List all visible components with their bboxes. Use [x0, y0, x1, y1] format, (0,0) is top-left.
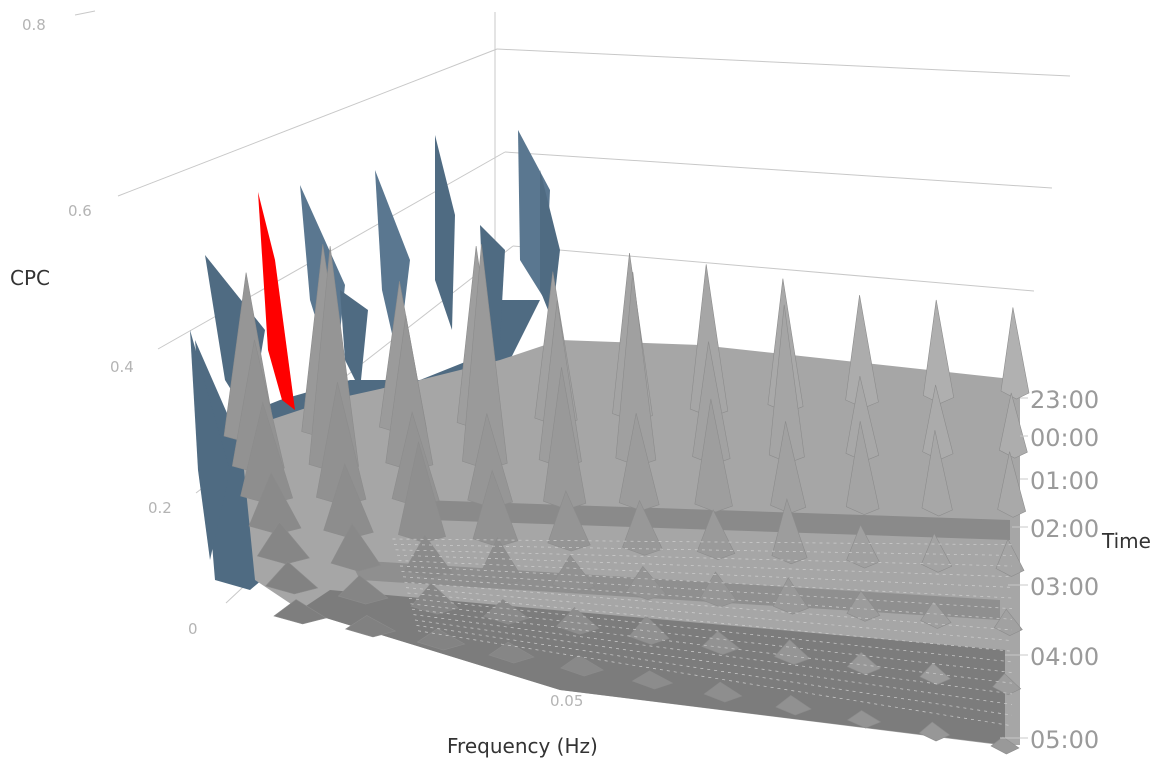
back-wall-peak-9 — [540, 170, 560, 320]
x-axis-title: Frequency (Hz) — [447, 734, 598, 758]
surface-spike-r4-c6 — [699, 571, 738, 608]
surface-contour-line-3 — [396, 554, 1013, 578]
time-tick-02: 02:00 — [1030, 515, 1099, 543]
surface-spike-r5-c0 — [265, 561, 319, 595]
surface-contour-line-12 — [410, 603, 1013, 673]
time-axis-ticks: 23:00 00:00 01:00 02:00 03:00 04:00 05:0… — [1000, 386, 1099, 754]
x-tick-0.05: 0.05 — [550, 692, 583, 710]
grid-z-0.6-left — [117, 48, 498, 197]
z-tick-0.6: 0.6 — [68, 202, 92, 220]
surface-spike-r2-c8 — [845, 421, 880, 515]
surface-contour-line-15 — [414, 619, 1013, 705]
surface-contour-line-4 — [398, 560, 1013, 588]
grid-z-0.8-left — [74, 10, 96, 16]
surface-spike-r2-c4 — [543, 367, 587, 510]
surface-spike-r2-c6 — [694, 398, 733, 513]
surface-shade-band-2 — [300, 590, 1005, 745]
surface-spike-r4-c5 — [625, 565, 667, 601]
back-wall-peak-1 — [190, 330, 230, 560]
z-axis-title: CPC — [10, 266, 50, 290]
grid-z-0.6-right — [496, 48, 1071, 77]
surface-spike-r3-c8 — [846, 524, 880, 569]
surface-contour-line-10 — [407, 592, 1013, 652]
surface-contour-line-9 — [405, 587, 1013, 641]
surface-spike-r3-c1 — [323, 462, 374, 539]
z-tick-0.4: 0.4 — [110, 358, 134, 376]
surface-spike-r4-c10 — [993, 608, 1023, 637]
surface-spike-r5-c10 — [992, 673, 1022, 696]
grid-z-0.4-right — [504, 151, 1053, 189]
surface-spike-r2-c5 — [618, 413, 660, 511]
surface-spike-r4-c4 — [551, 554, 596, 593]
surface-spike-r2-c10 — [997, 451, 1027, 518]
z-tick-0.2: 0.2 — [148, 499, 172, 517]
z-tick-0: 0 — [188, 620, 198, 638]
surface-spike-r3-c7 — [771, 498, 808, 565]
surface-spike-r6-c1 — [344, 615, 397, 638]
surface-spikes — [223, 244, 1030, 755]
z-axis-ticks: 0.8 0.6 0.4 0.2 0 — [22, 16, 198, 638]
surface-spike-r6-c5 — [631, 670, 674, 690]
surface-contour-line-16 — [416, 625, 1013, 716]
surface-spike-r3-c6 — [696, 509, 736, 560]
back-wall-peak-4 — [340, 290, 368, 390]
surface-spike-r4-c8 — [846, 590, 881, 622]
surface-spike-r5-c3 — [483, 599, 530, 625]
surface-spike-r6-c7 — [775, 695, 812, 716]
surface-spike-r4-c9 — [920, 600, 952, 629]
grid-z-0.2-right — [512, 245, 1035, 292]
surface-spike-r4-c3 — [478, 537, 524, 586]
z-tick-0.8: 0.8 — [22, 16, 46, 34]
surface-contour-line-1 — [393, 544, 1013, 556]
surface-spike-r0-c9 — [922, 299, 955, 404]
surface-spike-r6-c2 — [416, 628, 466, 651]
surface-spike-r3-c2 — [398, 441, 446, 543]
surface-contour-line-17 — [417, 630, 1013, 727]
time-tick-05: 05:00 — [1030, 726, 1099, 754]
surface-contour-line-14 — [413, 614, 1013, 695]
surface-spike-r5-c8 — [846, 652, 881, 675]
surface-spike-r3-c3 — [472, 469, 519, 548]
surface-spike-r3-c10 — [995, 538, 1025, 577]
time-tick-01: 01:00 — [1030, 467, 1099, 495]
surface-spike-r6-c0 — [273, 599, 327, 625]
surface-spike-r5-c4 — [555, 607, 600, 635]
y-axis-title: Time — [1101, 529, 1151, 553]
surface-spike-r5-c6 — [701, 630, 741, 655]
surface-contour-line-2 — [395, 549, 1013, 567]
back-wall-peak-6 — [435, 135, 455, 330]
surface-spike-r4-c2 — [404, 534, 453, 579]
surface-spike-r5-c1 — [337, 574, 389, 605]
time-tick-23: 23:00 — [1030, 386, 1099, 414]
surface-contour-line-11 — [408, 598, 1013, 663]
surface-contour-line-13 — [411, 608, 1013, 684]
time-tick-03: 03:00 — [1030, 573, 1099, 601]
surface-spike-r6-c10 — [990, 736, 1020, 755]
highlight-spike — [258, 192, 295, 410]
surface-spike-r6-c6 — [703, 681, 743, 703]
surface-spike-r6-c9 — [918, 721, 951, 742]
time-tick-04: 04:00 — [1030, 643, 1099, 671]
surface-spike-r4-c7 — [772, 577, 809, 615]
surface-contour-line-0 — [392, 538, 1013, 546]
surface-spike-r4-c0 — [256, 521, 310, 565]
surface-spike-r2-c7 — [770, 421, 807, 514]
surface-spike-r3-c4 — [547, 490, 591, 552]
surface-spike-r6-c8 — [846, 710, 882, 729]
surface-spike-r6-c3 — [488, 641, 535, 664]
surface-spike-r6-c4 — [560, 655, 604, 677]
surface-spike-r3-c0 — [248, 472, 302, 535]
surface-spike-r0-c10 — [1000, 307, 1030, 400]
surface-spike-r3-c9 — [920, 532, 953, 573]
surface-spike-r2-c9 — [921, 430, 953, 517]
surface-spike-r4-c1 — [330, 523, 382, 572]
time-tick-00: 00:00 — [1030, 424, 1099, 452]
